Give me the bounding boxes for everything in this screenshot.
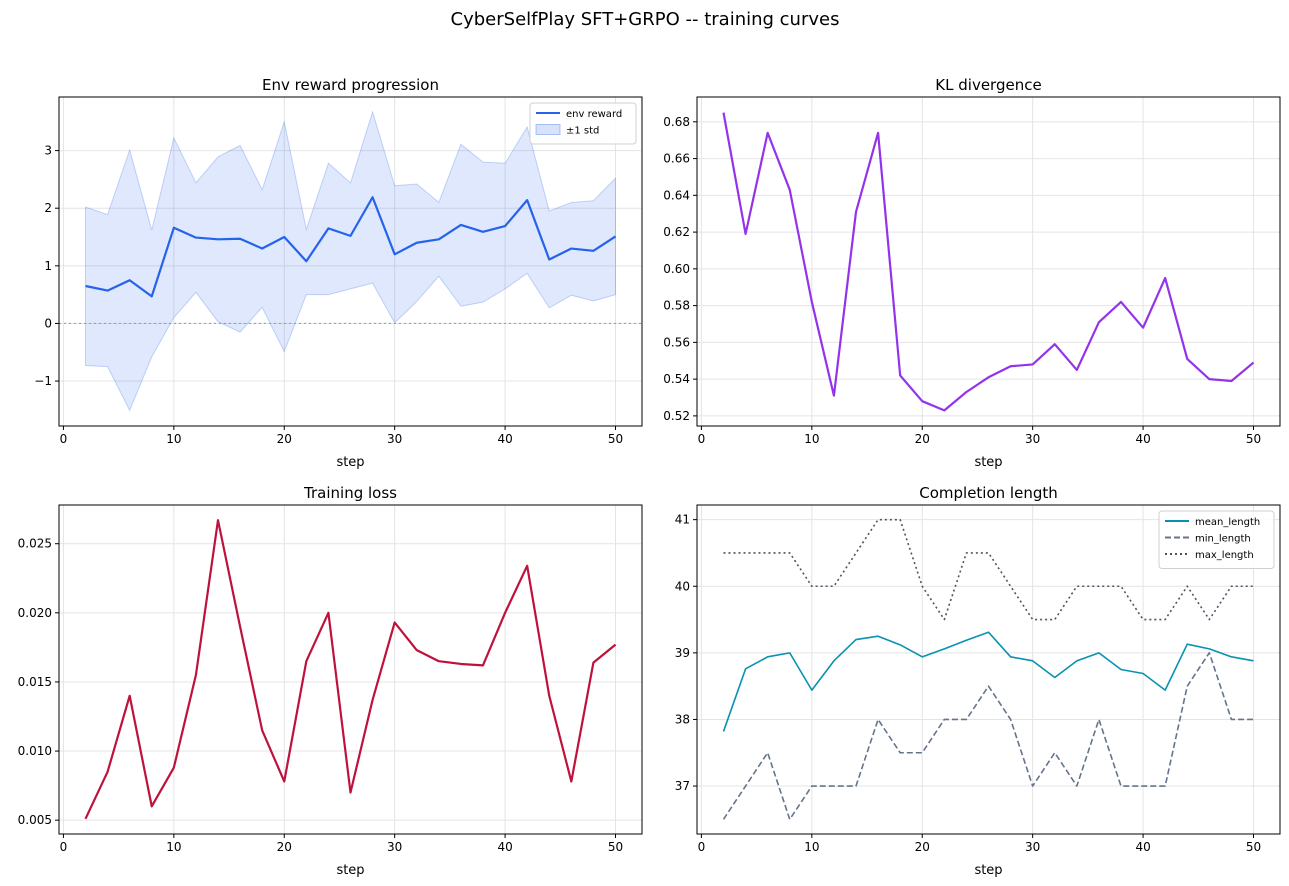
- env-reward-axes-frame: [58, 96, 643, 427]
- training-loss-xtick-label: 0: [60, 840, 68, 854]
- kl-divergence-ytick-label: 0.56: [663, 335, 690, 349]
- kl-divergence-ytick-label: 0.54: [663, 372, 690, 386]
- kl-divergence-title: KL divergence: [935, 76, 1041, 94]
- training-loss-xtick-label: 30: [387, 840, 402, 854]
- kl-divergence-ytick-label: 0.52: [663, 409, 690, 423]
- env-reward-legend: env reward ±1 std: [529, 102, 637, 145]
- env-reward-series-line-0: [85, 196, 617, 298]
- kl-divergence-series-line-0: [722, 112, 1255, 412]
- kl-divergence-xtick-label: 20: [915, 432, 930, 446]
- kl-divergence-xtick-label: 30: [1025, 432, 1040, 446]
- completion-length-xtick-label: 20: [915, 840, 930, 854]
- completion-length-series-line-2: [723, 518, 1254, 621]
- completion-length-series-line-0: [722, 631, 1254, 732]
- env-reward-legend-swatch: [535, 124, 561, 135]
- completion-length-ytick-label: 41: [675, 513, 690, 527]
- kl-divergence-xtick-label: 40: [1135, 432, 1150, 446]
- kl-divergence-xtick-label: 0: [698, 432, 706, 446]
- kl-divergence-ytick-label: 0.64: [663, 188, 690, 202]
- env-reward-title: Env reward progression: [262, 76, 439, 94]
- training-loss-xtick-label: 50: [608, 840, 623, 854]
- completion-length-legend-label: mean_length: [1195, 517, 1260, 528]
- completion-length-axes-frame: [696, 504, 1281, 835]
- training-loss-ytick-label: 0.025: [18, 537, 52, 551]
- env-reward-legend-label: ±1 std: [566, 126, 599, 137]
- env-reward-xtick-label: 50: [608, 432, 623, 446]
- training-loss-ytick-label: 0.020: [18, 606, 52, 620]
- training-loss-title: Training loss: [303, 484, 397, 502]
- training-loss-ytick-label: 0.010: [18, 744, 52, 758]
- completion-length-ytick-label: 39: [675, 646, 690, 660]
- completion-length-ytick-label: 37: [675, 779, 690, 793]
- env-reward-ytick-label: 0: [44, 316, 52, 330]
- completion-length-xtick-label: 0: [698, 840, 706, 854]
- completion-length-series-line-1: [722, 652, 1254, 821]
- kl-divergence-xlabel: step: [974, 455, 1002, 470]
- env-reward-xtick-label: 0: [60, 432, 68, 446]
- env-reward-xtick-label: 20: [277, 432, 292, 446]
- kl-divergence-xtick-label: 50: [1246, 432, 1261, 446]
- training-loss-xtick-label: 20: [277, 840, 292, 854]
- training-loss-ytick-label: 0.015: [18, 675, 52, 689]
- completion-length-legend: mean_length min_length max_length: [1158, 510, 1275, 569]
- training-loss-ytick-label: 0.005: [18, 813, 52, 827]
- completion-length-legend-label: min_length: [1195, 534, 1251, 545]
- env-reward-xtick-label: 10: [166, 432, 181, 446]
- training-loss-axes-frame: [58, 504, 643, 835]
- env-reward-ytick-label: 2: [44, 201, 52, 215]
- figure-title: CyberSelfPlay SFT+GRPO -- training curve…: [451, 9, 840, 30]
- training-loss-xlabel: step: [336, 863, 364, 878]
- env-reward-std-band: [85, 110, 616, 412]
- completion-length-xtick-label: 10: [804, 840, 819, 854]
- env-reward-xtick-label: 40: [497, 432, 512, 446]
- kl-divergence-chart: 0 10 20 30 40 50 0.52 0.54 0.56 0.58 0.60 0.62 0.64 0…: [663, 76, 1281, 470]
- training-loss-chart: 0 10 20 30 40 50 0.005 0.010 0.015 0.020 0.025 Trai…: [18, 484, 643, 878]
- completion-length-chart: 0 10 20 30 40 50 37 38 39 40 41 Completion length st…: [675, 484, 1281, 878]
- kl-divergence-ytick-label: 0.60: [663, 262, 690, 276]
- completion-length-legend-label: max_length: [1195, 550, 1254, 561]
- training-loss-series-line-0: [84, 519, 617, 820]
- completion-length-ytick-label: 38: [675, 712, 690, 726]
- kl-divergence-ytick-label: 0.58: [663, 299, 690, 313]
- kl-divergence-axes-frame: [696, 96, 1281, 427]
- kl-divergence-xtick-label: 10: [804, 432, 819, 446]
- kl-divergence-ytick-label: 0.62: [663, 225, 690, 239]
- training-loss-xtick-label: 10: [166, 840, 181, 854]
- env-reward-ytick-label: −1: [34, 374, 52, 388]
- kl-divergence-ytick-label: 0.66: [663, 152, 690, 166]
- env-reward-chart: 0 10 20 30 40 50 −1 0 1 2 3 Env reward progression s…: [34, 76, 643, 470]
- completion-length-ytick-label: 40: [675, 579, 690, 593]
- completion-length-title: Completion length: [919, 484, 1058, 502]
- env-reward-xtick-label: 30: [387, 432, 402, 446]
- env-reward-xlabel: step: [336, 455, 364, 470]
- completion-length-xtick-label: 40: [1135, 840, 1150, 854]
- env-reward-ytick-label: 3: [44, 144, 52, 158]
- completion-length-xlabel: step: [974, 863, 1002, 878]
- training-loss-xtick-label: 40: [497, 840, 512, 854]
- env-reward-ytick-label: 1: [44, 259, 52, 273]
- completion-length-xtick-label: 30: [1025, 840, 1040, 854]
- completion-length-xtick-label: 50: [1246, 840, 1261, 854]
- completion-length-legend-box: [1158, 510, 1275, 569]
- env-reward-legend-label: env reward: [566, 109, 622, 120]
- kl-divergence-ytick-label: 0.68: [663, 115, 690, 129]
